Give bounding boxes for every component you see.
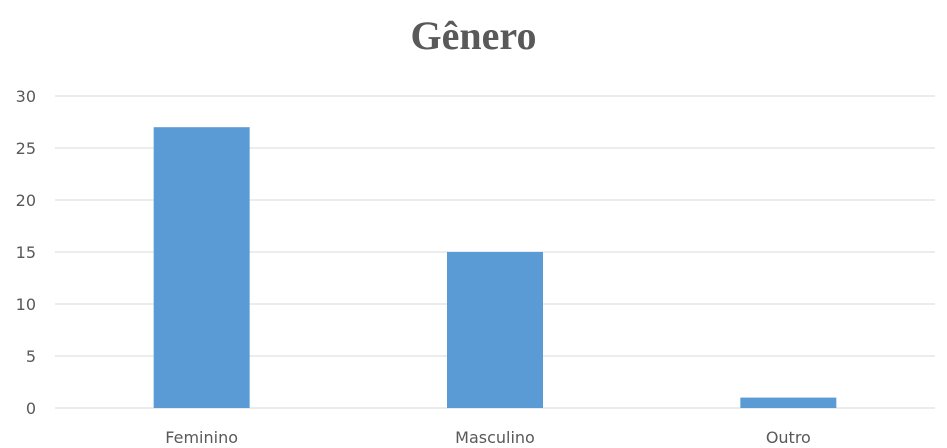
y-tick-label: 15 [16,243,36,262]
bars [153,127,837,408]
bar-outro [740,397,837,408]
y-tick-label: 0 [26,399,36,418]
y-axis-ticks: 0 5 10 15 20 25 30 [16,87,36,418]
x-axis-labels: Feminino Masculino Outro [165,428,811,447]
x-category-label: Feminino [165,428,238,447]
bar-masculino [447,252,543,408]
y-tick-label: 10 [16,295,36,314]
x-category-label: Masculino [455,428,535,447]
x-category-label: Outro [766,428,811,447]
bar-feminino [153,127,250,408]
y-tick-label: 5 [26,347,36,366]
y-tick-label: 25 [16,139,36,158]
y-tick-label: 20 [16,191,36,210]
y-tick-label: 30 [16,87,36,106]
chart-title: Gênero [410,13,537,58]
